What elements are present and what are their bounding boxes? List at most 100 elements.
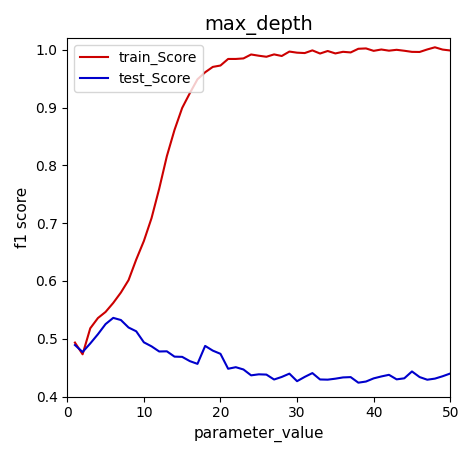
test_Score — [218, 351, 223, 356]
train_Score — [133, 257, 139, 262]
test_Score — [149, 344, 155, 349]
train_Score — [417, 49, 422, 55]
test_Score — [87, 341, 93, 346]
train_Score — [195, 76, 201, 82]
test_Score — [447, 371, 453, 376]
train_Score — [241, 56, 246, 61]
test_Score — [164, 349, 170, 354]
test_Score — [409, 369, 415, 374]
test_Score — [401, 376, 407, 381]
train_Score — [432, 44, 438, 50]
train_Score — [363, 46, 369, 51]
train_Score — [386, 48, 392, 53]
test_Score — [264, 372, 269, 377]
train_Score — [248, 52, 254, 57]
train_Score — [264, 54, 269, 59]
train_Score — [210, 64, 216, 69]
train_Score — [287, 49, 292, 54]
test_Score — [424, 377, 430, 383]
test_Score — [202, 343, 208, 349]
test_Score — [141, 340, 147, 345]
Line: test_Score: test_Score — [75, 318, 450, 383]
train_Score — [271, 52, 277, 57]
train_Score — [202, 69, 208, 75]
train_Score — [325, 48, 330, 54]
train_Score — [256, 53, 262, 58]
test_Score — [110, 315, 116, 321]
test_Score — [417, 374, 422, 380]
train_Score — [302, 50, 308, 56]
train_Score — [371, 48, 376, 53]
Y-axis label: f1 score: f1 score — [15, 187, 30, 248]
train_Score — [356, 46, 361, 52]
test_Score — [80, 349, 85, 355]
test_Score — [294, 378, 300, 384]
train_Score — [225, 56, 231, 62]
train_Score — [156, 186, 162, 191]
train_Score — [187, 90, 192, 96]
train_Score — [80, 351, 85, 357]
train_Score — [401, 48, 407, 53]
train_Score — [72, 340, 78, 345]
train_Score — [333, 51, 338, 56]
test_Score — [103, 321, 109, 327]
test_Score — [187, 358, 192, 364]
test_Score — [225, 366, 231, 372]
test_Score — [172, 354, 177, 359]
train_Score — [310, 48, 315, 53]
train_Score — [103, 309, 109, 315]
train_Score — [317, 51, 323, 56]
train_Score — [394, 47, 400, 53]
test_Score — [432, 376, 438, 381]
train_Score — [110, 300, 116, 306]
train_Score — [378, 47, 384, 52]
train_Score — [95, 315, 101, 321]
test_Score — [394, 377, 400, 382]
test_Score — [302, 374, 308, 380]
test_Score — [356, 380, 361, 385]
train_Score — [294, 50, 300, 55]
X-axis label: parameter_value: parameter_value — [193, 426, 324, 442]
train_Score — [279, 53, 284, 59]
Legend: train_Score, test_Score: train_Score, test_Score — [74, 45, 202, 91]
train_Score — [118, 290, 124, 295]
train_Score — [440, 47, 446, 52]
train_Score — [340, 49, 346, 54]
test_Score — [248, 372, 254, 378]
train_Score — [149, 215, 155, 221]
test_Score — [241, 367, 246, 372]
test_Score — [279, 374, 284, 380]
test_Score — [333, 376, 338, 382]
test_Score — [195, 361, 201, 367]
train_Score — [126, 277, 131, 283]
train_Score — [172, 127, 177, 133]
train_Score — [179, 105, 185, 111]
test_Score — [233, 364, 238, 370]
test_Score — [271, 377, 277, 382]
train_Score — [348, 50, 354, 55]
test_Score — [256, 372, 262, 377]
test_Score — [95, 331, 101, 337]
test_Score — [118, 317, 124, 323]
train_Score — [218, 63, 223, 68]
train_Score — [409, 49, 415, 54]
test_Score — [371, 376, 376, 381]
train_Score — [164, 154, 170, 159]
test_Score — [325, 377, 330, 383]
train_Score — [141, 238, 147, 244]
test_Score — [72, 342, 78, 348]
Title: max_depth: max_depth — [204, 15, 313, 35]
test_Score — [348, 374, 354, 380]
test_Score — [440, 373, 446, 379]
test_Score — [210, 348, 216, 353]
test_Score — [378, 374, 384, 379]
test_Score — [310, 370, 315, 376]
train_Score — [424, 47, 430, 52]
test_Score — [386, 372, 392, 377]
train_Score — [87, 325, 93, 331]
test_Score — [340, 375, 346, 380]
test_Score — [363, 379, 369, 384]
train_Score — [233, 56, 238, 62]
test_Score — [179, 354, 185, 360]
Line: train_Score: train_Score — [75, 47, 450, 354]
